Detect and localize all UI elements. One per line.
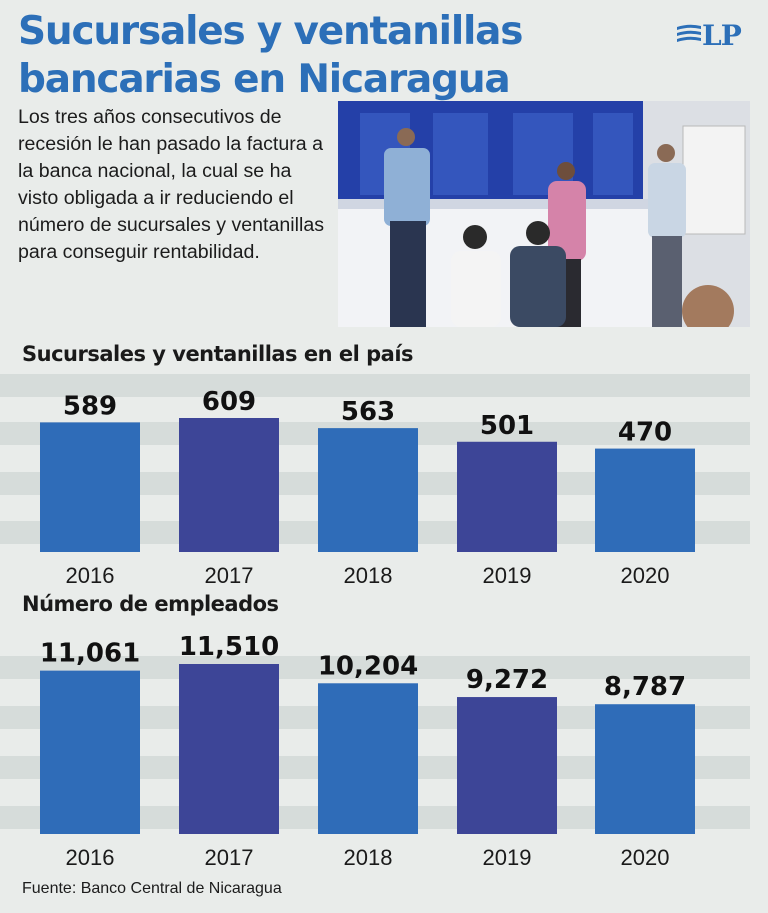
- x-tick-label: 2020: [621, 563, 670, 588]
- data-label: 11,510: [179, 632, 279, 662]
- data-label: 470: [618, 418, 672, 448]
- title-line-1: Sucursales y ventanillas: [18, 9, 524, 54]
- data-label: 11,061: [40, 639, 140, 669]
- data-label: 563: [341, 397, 395, 427]
- x-tick-label: 2020: [621, 845, 670, 870]
- bar-2020: [595, 448, 695, 552]
- chart-2-employees: 11,061 2016 11,510 2017 10,204 2018 9,272 2019 8…: [0, 632, 750, 870]
- x-tick-label: 2016: [66, 845, 115, 870]
- bar-2016: [40, 670, 140, 834]
- bar-2017: [179, 418, 279, 552]
- x-tick-label: 2017: [205, 845, 254, 870]
- data-label: 9,272: [466, 665, 548, 695]
- bar-2018: [318, 683, 418, 834]
- chart-1-branches: 589 2016 609 2017 563 2018 501 2019 470 2020: [0, 374, 750, 588]
- x-tick-label: 2019: [483, 845, 532, 870]
- x-tick-label: 2018: [344, 845, 393, 870]
- bar-2018: [318, 428, 418, 552]
- data-label: 10,204: [318, 651, 418, 681]
- page-title: Sucursales y ventanillas bancarias en Ni…: [18, 8, 524, 104]
- data-label: 589: [63, 391, 117, 421]
- x-tick-label: 2016: [66, 563, 115, 588]
- x-tick-label: 2017: [205, 563, 254, 588]
- grid-band: [0, 374, 750, 397]
- title-line-2: bancarias en Nicaragua: [18, 57, 511, 102]
- bar-2016: [40, 422, 140, 552]
- logo-text: LP: [702, 19, 742, 52]
- data-label: 609: [202, 387, 256, 417]
- data-label: 8,787: [604, 672, 686, 702]
- data-label: 501: [480, 411, 534, 441]
- chart-1-title: Sucursales y ventanillas en el país: [22, 342, 414, 366]
- bank-branch-photo: [338, 101, 750, 327]
- la-prensa-logo: LP: [676, 18, 756, 54]
- bar-2019: [457, 697, 557, 834]
- bar-2020: [595, 704, 695, 834]
- x-tick-label: 2019: [483, 563, 532, 588]
- x-tick-label: 2018: [344, 563, 393, 588]
- chart-2-title: Número de empleados: [22, 592, 279, 616]
- flag-stripes-icon: [677, 24, 701, 42]
- bar-2019: [457, 441, 557, 552]
- intro-text: Los tres años consecutivos de recesión l…: [18, 106, 325, 263]
- source-note: Fuente: Banco Central de Nicaragua: [22, 880, 282, 897]
- bar-2017: [179, 664, 279, 834]
